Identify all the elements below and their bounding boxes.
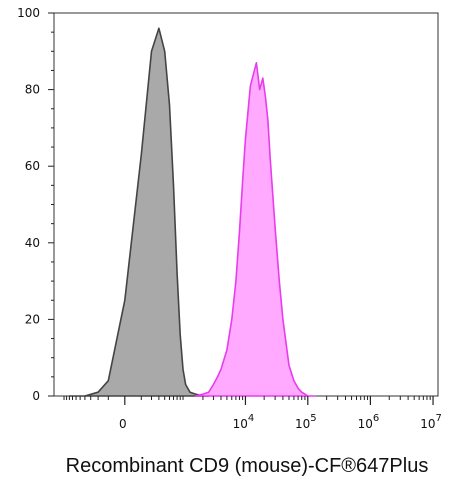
- x-tick-exponent: 7: [435, 413, 441, 424]
- x-tick-label: 107: [420, 413, 442, 431]
- y-tick-label: 40: [25, 236, 40, 250]
- y-tick-label: 20: [25, 312, 40, 326]
- x-tick-label: 106: [358, 413, 380, 431]
- y-tick-label: 80: [25, 83, 40, 97]
- x-tick-exponent: 6: [373, 413, 379, 424]
- x-tick-label: 104: [233, 413, 255, 431]
- x-tick-exponent: 4: [248, 413, 254, 424]
- y-tick-label: 0: [32, 389, 40, 403]
- x-axis-label: Recombinant CD9 (mouse)-CF®647Plus: [66, 455, 429, 477]
- y-axis: 0 20 40 60 80 100: [17, 6, 54, 403]
- x-tick-exponent: 5: [310, 413, 316, 424]
- series-area-1: [194, 62, 316, 397]
- y-tick-label: 60: [25, 159, 40, 173]
- x-tick-label: 105: [295, 413, 317, 431]
- series-layer: [68, 27, 316, 397]
- x-axis: 0 104 105 106 107: [63, 396, 442, 431]
- x-tick-label: 0: [119, 417, 127, 431]
- series-area-0: [68, 27, 210, 397]
- y-tick-label: 100: [17, 6, 40, 20]
